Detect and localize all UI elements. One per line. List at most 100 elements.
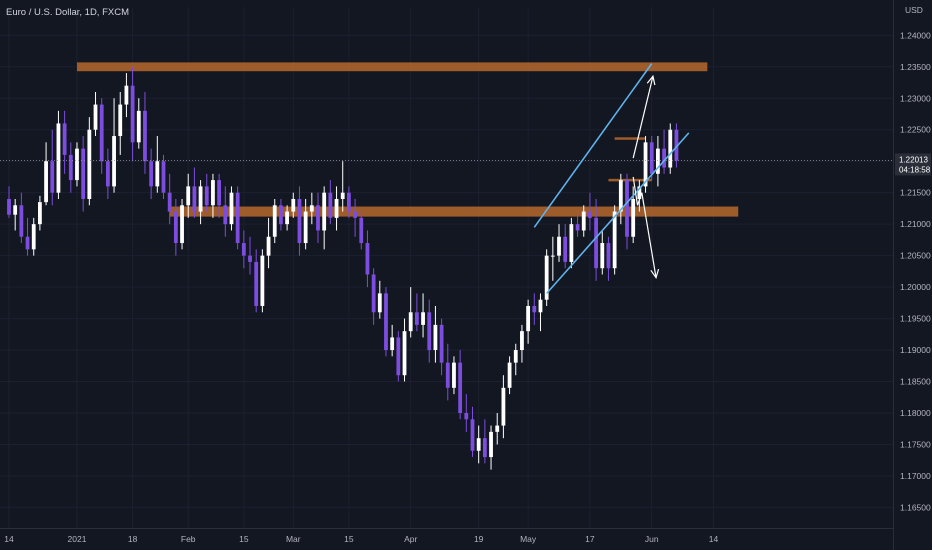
time-tick-label: Jun	[645, 534, 659, 544]
candle-body	[495, 425, 500, 432]
candle-body	[136, 110, 141, 143]
candle-body	[297, 198, 302, 244]
time-tick-label: Mar	[286, 534, 301, 544]
candle-body	[143, 110, 147, 162]
candle-body	[402, 331, 407, 376]
time-tick-label: Feb	[181, 534, 196, 544]
candle-body	[217, 180, 222, 206]
candle-body	[75, 148, 79, 181]
candle-body	[303, 211, 308, 244]
time-tick-label: 2021	[68, 534, 87, 544]
candle-body	[569, 224, 574, 262]
candle-body	[662, 148, 666, 168]
candle-body	[445, 362, 450, 388]
candle-body	[235, 192, 240, 244]
candle-body	[211, 180, 215, 206]
time-tick-label: 14	[4, 534, 14, 544]
time-tick-label: 15	[344, 534, 354, 544]
candle-body	[439, 324, 444, 363]
candle-body	[167, 192, 172, 212]
candle-body	[674, 129, 679, 161]
channel-line	[533, 63, 653, 228]
candle-body	[532, 305, 537, 313]
candle-body	[192, 186, 197, 212]
candle-body	[563, 236, 568, 262]
candle-body	[50, 161, 55, 193]
candle-body	[68, 154, 73, 181]
candle-body	[544, 255, 549, 300]
candle-body	[594, 217, 598, 269]
candle-body	[513, 350, 518, 363]
candle-body	[322, 192, 327, 231]
current-price-label: 1.22013	[899, 155, 928, 164]
price-tick-label: 1.24000	[900, 30, 931, 40]
candle-body	[371, 274, 376, 313]
candle-body	[285, 211, 289, 225]
drawings	[0, 63, 893, 294]
candle-body	[643, 142, 648, 187]
candle-body	[631, 198, 636, 237]
candle-body	[550, 255, 555, 257]
candle-body	[340, 192, 345, 199]
candle-body	[204, 186, 209, 206]
candle-body	[87, 129, 92, 199]
price-axis[interactable]: 1.16500 1.17000 1.17500 1.18000 1.18500 1.190…	[900, 30, 931, 512]
price-tick-label: 1.22500	[900, 125, 931, 135]
candle-body	[476, 438, 481, 451]
candle-body	[501, 387, 506, 426]
candlesticks	[7, 66, 679, 470]
price-tick-label: 1.17500	[900, 439, 931, 449]
candle-body	[606, 243, 611, 269]
candle-body	[81, 148, 86, 199]
candle-body	[575, 224, 580, 231]
candle-body	[365, 243, 370, 275]
time-tick-label: 18	[128, 534, 138, 544]
candle-body	[124, 85, 129, 105]
price-tick-label: 1.20000	[900, 282, 931, 292]
grid	[0, 7, 893, 528]
candle-body	[427, 312, 432, 351]
candle-body	[180, 205, 184, 244]
candle-body	[433, 324, 438, 351]
current-price-tag: 1.22013 04:18:58	[895, 153, 931, 176]
candle-body	[93, 104, 98, 130]
candle-body	[229, 192, 234, 225]
candle-body	[173, 211, 178, 244]
candle-body	[316, 205, 320, 231]
currency-unit-label: USD	[905, 5, 923, 15]
price-tick-label: 1.23500	[900, 62, 931, 72]
candle-body	[470, 419, 475, 451]
candle-body	[328, 192, 333, 218]
candle-body	[637, 186, 642, 199]
countdown-label: 04:18:58	[899, 165, 931, 174]
candle-body	[62, 123, 67, 155]
candle-body	[149, 161, 154, 187]
candle-body	[600, 243, 605, 269]
candle-body	[464, 412, 469, 420]
candle-body	[223, 205, 228, 225]
time-tick-label: May	[520, 534, 537, 544]
candle-body	[649, 142, 654, 174]
price-tick-label: 1.23000	[900, 93, 931, 103]
candle-body	[31, 224, 36, 250]
candle-body	[334, 198, 339, 218]
price-zone	[76, 62, 708, 72]
candle-body	[118, 104, 123, 137]
price-tick-label: 1.18000	[900, 408, 931, 418]
candle-body	[19, 205, 24, 237]
time-axis[interactable]: 14 2021 18 Feb 15 Mar 15 Apr 19 May 17 Jun 14	[4, 534, 718, 544]
candle-body	[668, 129, 673, 168]
candle-body	[612, 211, 617, 269]
projection-arrow-path	[632, 176, 657, 278]
candle-body	[526, 305, 531, 332]
projection-arrow-path	[632, 76, 654, 159]
candle-body	[507, 362, 512, 388]
candle-body	[279, 205, 283, 225]
price-zone	[614, 137, 646, 140]
candle-body	[414, 312, 419, 325]
candle-body	[38, 202, 42, 225]
candle-body	[520, 331, 524, 351]
candle-body	[309, 205, 314, 212]
candle-body	[254, 261, 259, 306]
